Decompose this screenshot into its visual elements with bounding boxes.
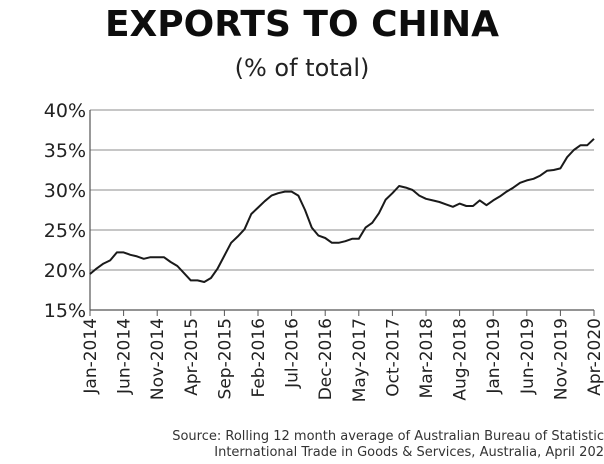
x-tick-label: Mar-2018 xyxy=(417,318,437,398)
grid-lines xyxy=(90,109,594,271)
y-tick-label: 25% xyxy=(44,220,86,242)
x-tick-label: May-2017 xyxy=(350,318,370,402)
x-tick-label: Nov-2014 xyxy=(148,318,168,400)
chart-title: EXPORTS TO CHINA xyxy=(104,4,500,45)
x-tick-label: Jul-2016 xyxy=(283,318,303,389)
series-line-0 xyxy=(89,138,595,283)
source-line-2: International Trade in Goods & Services,… xyxy=(214,445,604,460)
x-axis-tick-labels: Jan-2014 Jun-2014 Nov-2014 Apr-2015 Sep-2015… xyxy=(81,318,604,402)
x-tick-label: Sep-2015 xyxy=(215,318,235,399)
y-tick-label: 20% xyxy=(44,260,86,282)
chart-subtitle: (% of total) xyxy=(234,54,370,82)
axes xyxy=(89,110,595,316)
x-tick-label: Feb-2016 xyxy=(249,318,269,398)
x-tick-label: Jan-2019 xyxy=(484,318,504,395)
x-tick-label: Apr-2020 xyxy=(585,318,604,396)
y-tick-label: 35% xyxy=(44,140,86,162)
x-tick-label: Nov-2019 xyxy=(551,318,571,400)
x-tick-label: Aug-2018 xyxy=(451,318,471,401)
x-tick-label: Dec-2016 xyxy=(316,318,336,400)
x-tick-label: Oct-2017 xyxy=(383,318,403,397)
source-note: Source: Rolling 12 month average of Aust… xyxy=(0,429,604,461)
y-tick-label: 40% xyxy=(44,100,86,122)
x-tick-label: Jun-2019 xyxy=(518,318,538,395)
x-tick-label: Jan-2014 xyxy=(81,318,101,395)
x-tick-label: Apr-2015 xyxy=(182,318,202,396)
x-tick-label: Jun-2014 xyxy=(115,318,135,395)
y-tick-label: 15% xyxy=(44,300,86,322)
y-tick-label: 30% xyxy=(44,180,86,202)
series-lines xyxy=(89,138,595,283)
y-axis-tick-labels: 15% 20% 25% 30% 35% 40% xyxy=(44,100,86,322)
source-line-1: Source: Rolling 12 month average of Aust… xyxy=(172,429,604,444)
